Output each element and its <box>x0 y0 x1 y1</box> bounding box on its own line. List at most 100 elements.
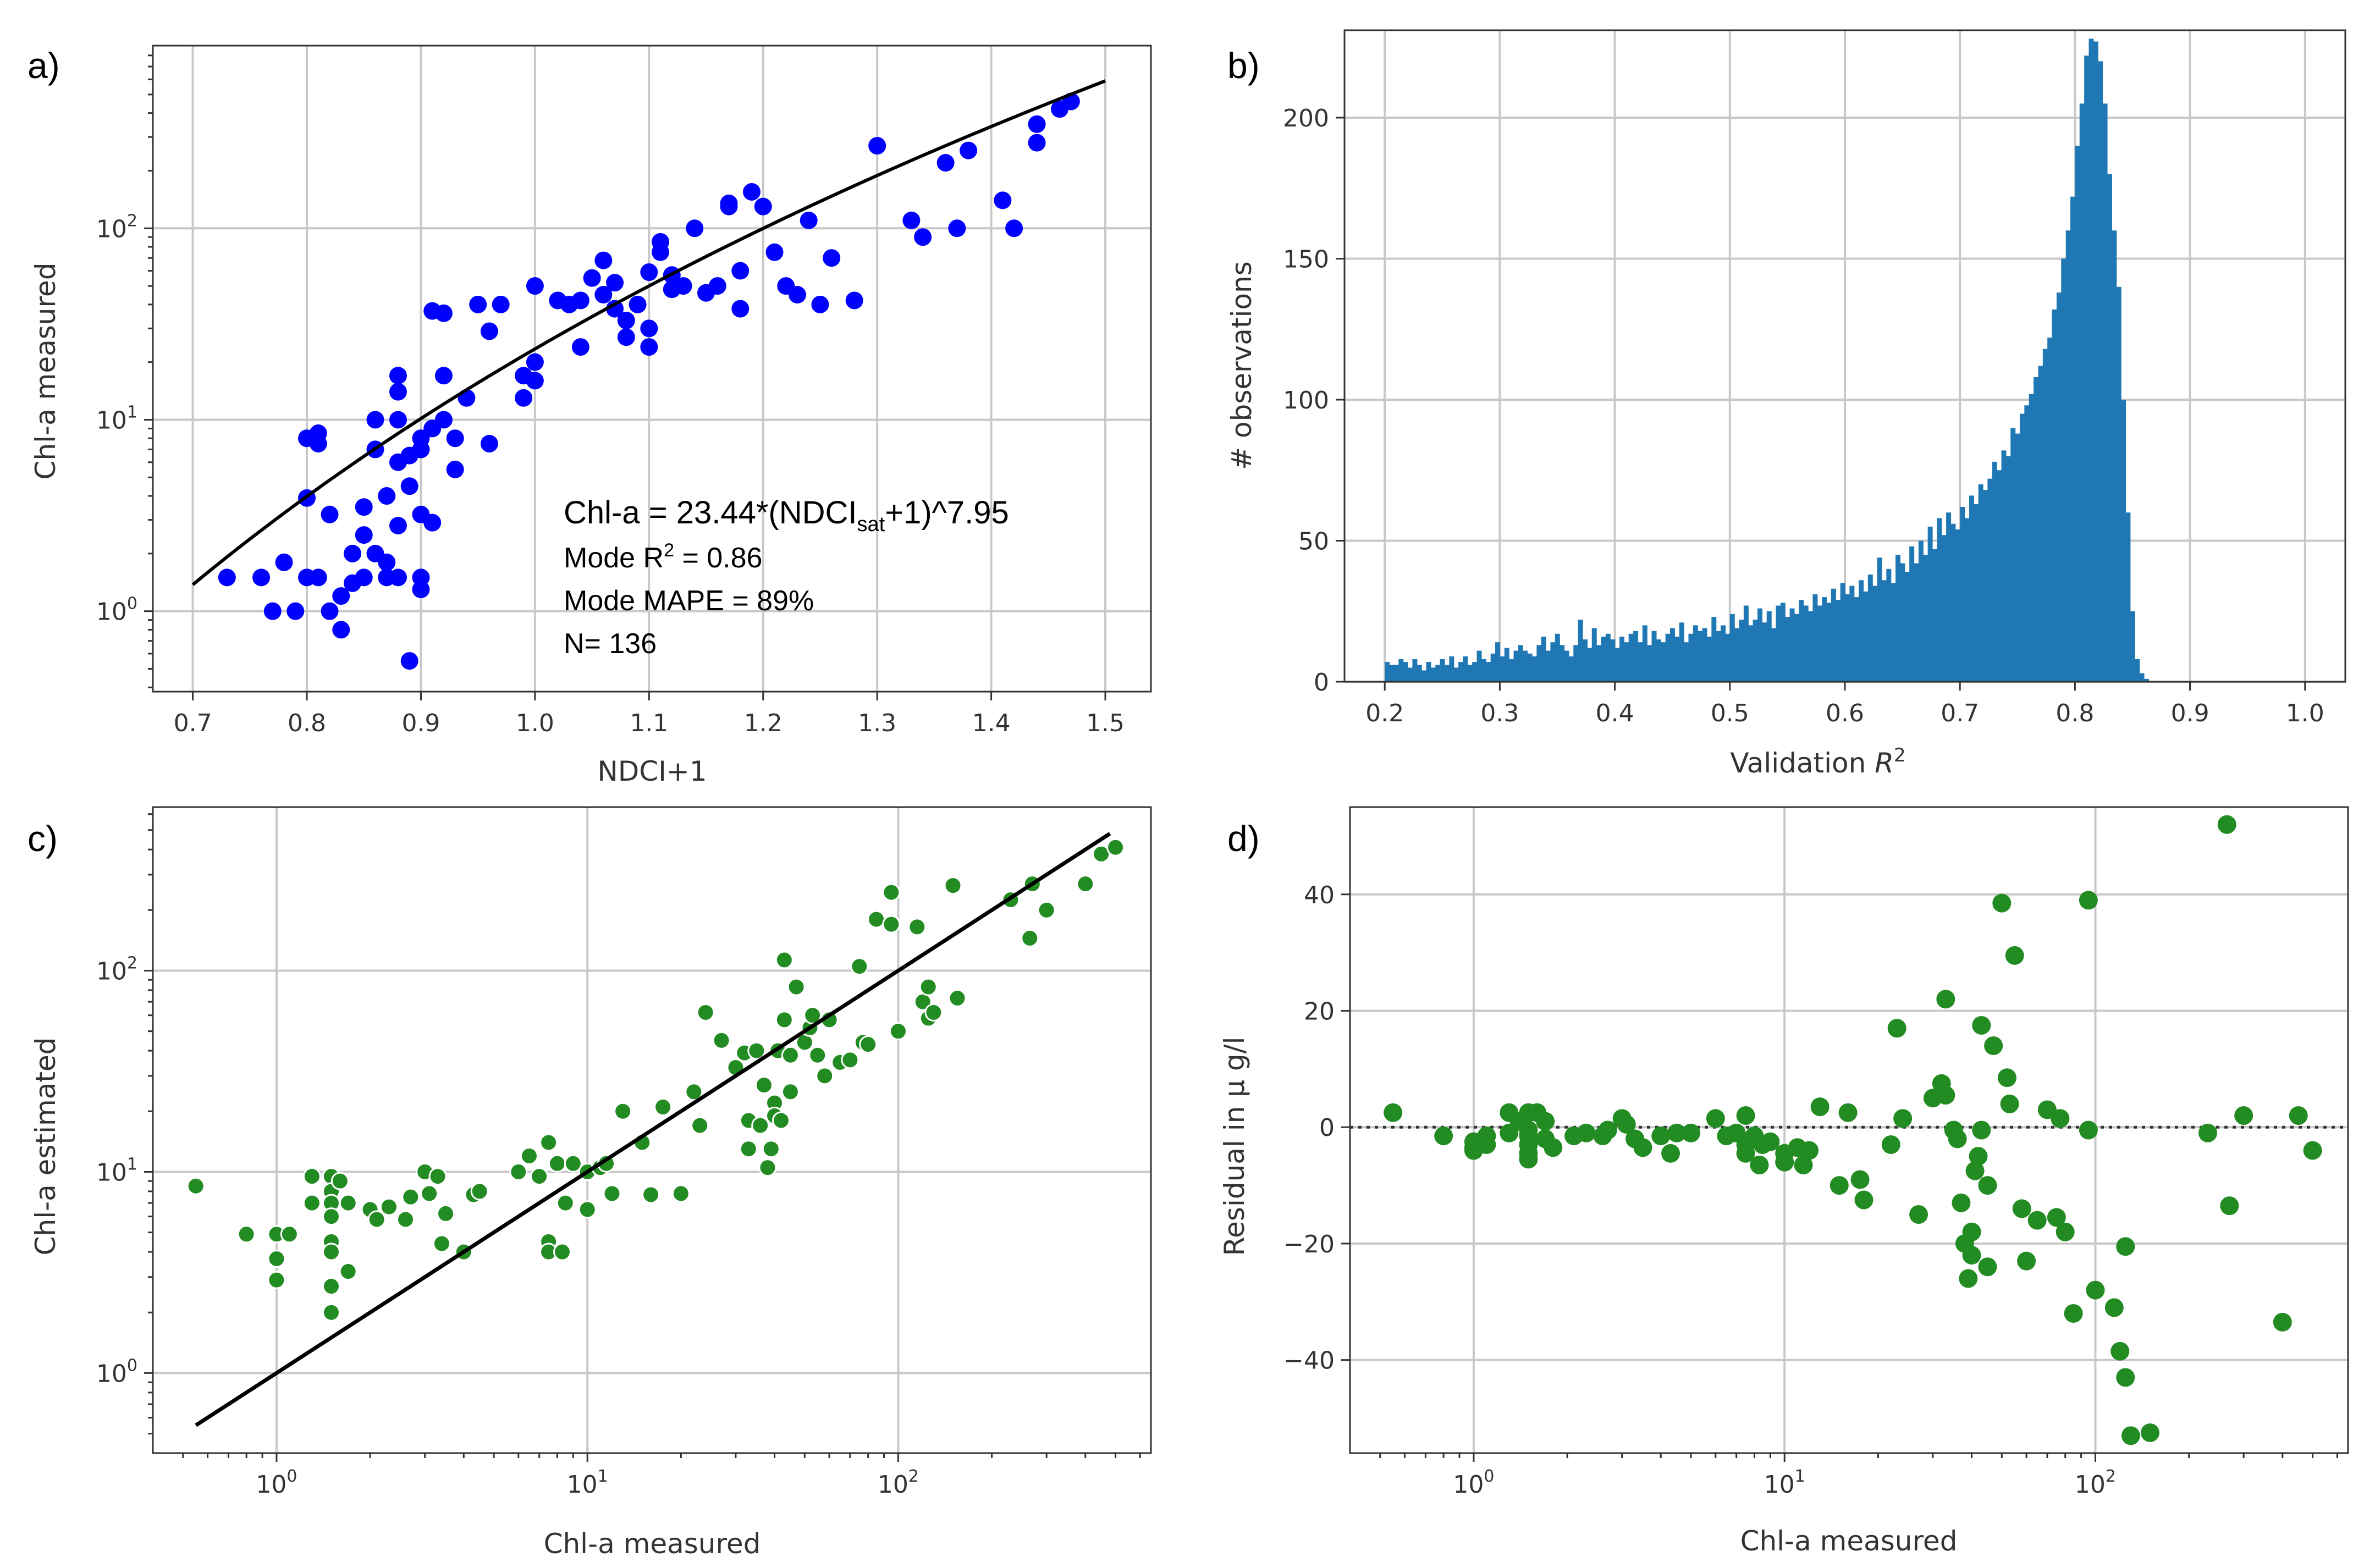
panel-a-point-45 <box>434 367 453 385</box>
panel-b-xtick-label-0: 0.2 <box>1365 699 1404 727</box>
panel-b-bar-91 <box>1803 605 1809 682</box>
panel-b-bar-6 <box>1412 659 1418 682</box>
panel-d-point-66 <box>1962 1222 1981 1241</box>
panel-c-point-72 <box>781 1046 800 1064</box>
panel-c-point-23 <box>401 1188 420 1206</box>
panel-b-bar-106 <box>1872 586 1878 682</box>
panel-a-point-83 <box>731 262 750 280</box>
panel-d-point-50 <box>1850 1170 1870 1189</box>
panel-b-bar-153 <box>2089 38 2094 682</box>
panel-c-point-37 <box>539 1133 558 1152</box>
panel-a-point-36 <box>412 581 430 599</box>
panel-b-bar-18 <box>1467 665 1473 682</box>
panel-a-point-80 <box>708 277 726 295</box>
panel-b-bar-114 <box>1909 546 1915 682</box>
panel-b-bar-35 <box>1546 650 1551 682</box>
panel-b-bar-27 <box>1509 659 1514 682</box>
panel-d-point-53 <box>1887 1019 1906 1038</box>
panel-b-bar-96 <box>1826 603 1832 682</box>
panel-b-bar-87 <box>1785 617 1790 682</box>
panel-d-point-94 <box>2141 1423 2160 1442</box>
panel-d-point-41 <box>1761 1132 1780 1151</box>
panel-c-xtick-label-1-base: 10 <box>567 1471 598 1499</box>
panel-d-point-100 <box>2289 1106 2308 1125</box>
panel-a-frame <box>152 45 1152 693</box>
panel-c-xtick-label-2-exp: 2 <box>908 1467 919 1486</box>
panel-a-point-50 <box>480 322 498 340</box>
panel-a-point-46 <box>446 429 464 448</box>
panel-b-bar-79 <box>1748 625 1754 682</box>
panel-c-ytick-label-2-exp: 2 <box>127 953 137 973</box>
panel-b-bar-110 <box>1891 583 1896 682</box>
panel-c-point-20 <box>367 1210 386 1229</box>
panel-a-point-62 <box>583 269 601 287</box>
panel-c-point-97 <box>1021 929 1039 947</box>
panel-c-point-71 <box>781 1083 800 1101</box>
panel-b-bar-127 <box>1969 495 1974 682</box>
panel-b-bar-144 <box>2047 338 2053 682</box>
panel-c-ylabel: Chl-a estimated <box>30 1037 62 1256</box>
panel-a-point-84 <box>731 300 750 318</box>
panel-d-xtick-label-1-base: 10 <box>1764 1471 1795 1499</box>
panel-c-point-42 <box>578 1200 597 1219</box>
panel-c-point-3 <box>267 1249 286 1268</box>
panel-b-bar-98 <box>1836 600 1841 682</box>
panel-a-point-17 <box>355 498 373 516</box>
panel-b-bar-157 <box>2107 174 2112 682</box>
panel-b-bar-95 <box>1822 597 1827 682</box>
panel-a-ytick-label-2-exp: 2 <box>127 211 137 230</box>
panel-b-bar-102 <box>1854 597 1859 682</box>
panel-b-bar-163 <box>2135 659 2140 682</box>
panel-c-point-28 <box>436 1204 455 1223</box>
panel-b-bar-46 <box>1596 645 1602 682</box>
panel-b-bar-85 <box>1776 605 1781 682</box>
panel-d-ytick-label-0: −40 <box>1283 1347 1335 1375</box>
panel-d-point-21 <box>1577 1123 1596 1142</box>
panel-label-c: c) <box>27 818 58 859</box>
panel-b-bar-60 <box>1661 642 1666 682</box>
panel-a-point-26 <box>389 367 407 385</box>
panel-b-bar-21 <box>1481 659 1486 682</box>
panel-b-bar-113 <box>1904 571 1910 682</box>
panel-d-point-79 <box>2017 1251 2036 1271</box>
panel-b-bar-59 <box>1656 639 1661 682</box>
panel-a-point-55 <box>526 277 544 295</box>
panel-b-ytick-label-1: 50 <box>1298 528 1329 556</box>
panel-b-bar-81 <box>1757 608 1762 682</box>
panel-d-point-92 <box>2116 1368 2135 1387</box>
panel-a-point-12 <box>321 505 339 523</box>
panel-b-bar-134 <box>2001 450 2007 682</box>
panel-b-bar-26 <box>1504 648 1509 682</box>
panel-c-point-78 <box>815 1067 834 1085</box>
panel-d-point-86 <box>2079 891 2098 910</box>
panel-d-ylabel: Residual in µ g/l <box>1219 1037 1250 1256</box>
panel-b-ytick-label-0: 0 <box>1314 669 1329 697</box>
panel-d-point-18 <box>1536 1112 1555 1131</box>
panel-a-point-91 <box>811 295 829 313</box>
panel-d-point-64 <box>1959 1269 1978 1288</box>
panel-b-bar-4 <box>1403 662 1408 682</box>
panel-a-point-87 <box>765 243 784 261</box>
panel-b-bar-17 <box>1463 656 1468 682</box>
panel-d-point-98 <box>2234 1106 2253 1125</box>
panel-d-ytick-label-2: 0 <box>1319 1114 1335 1142</box>
panel-d-point-90 <box>2111 1341 2130 1361</box>
panel-b-bar-101 <box>1849 586 1855 682</box>
panel-b-bar-143 <box>2042 349 2048 682</box>
panel-b-bar-34 <box>1541 636 1546 682</box>
panel-b-bar-136 <box>2010 428 2016 682</box>
panel-c-point-81 <box>841 1051 859 1069</box>
panel-b-bar-32 <box>1531 656 1537 682</box>
panel-d-point-84 <box>2056 1222 2075 1241</box>
panel-b-bar-63 <box>1674 636 1680 682</box>
panel-c-point-88 <box>889 1022 907 1041</box>
panel-c-point-21 <box>379 1197 398 1216</box>
panel-a-point-70 <box>640 263 658 281</box>
panel-c-ytick-label-1: 101 <box>96 1155 137 1186</box>
panel-b-bar-142 <box>2038 366 2043 682</box>
panel-d-point-48 <box>1830 1176 1849 1195</box>
panel-b-bar-100 <box>1845 594 1850 682</box>
panel-a-ytick-label-0-base: 10 <box>96 598 127 626</box>
